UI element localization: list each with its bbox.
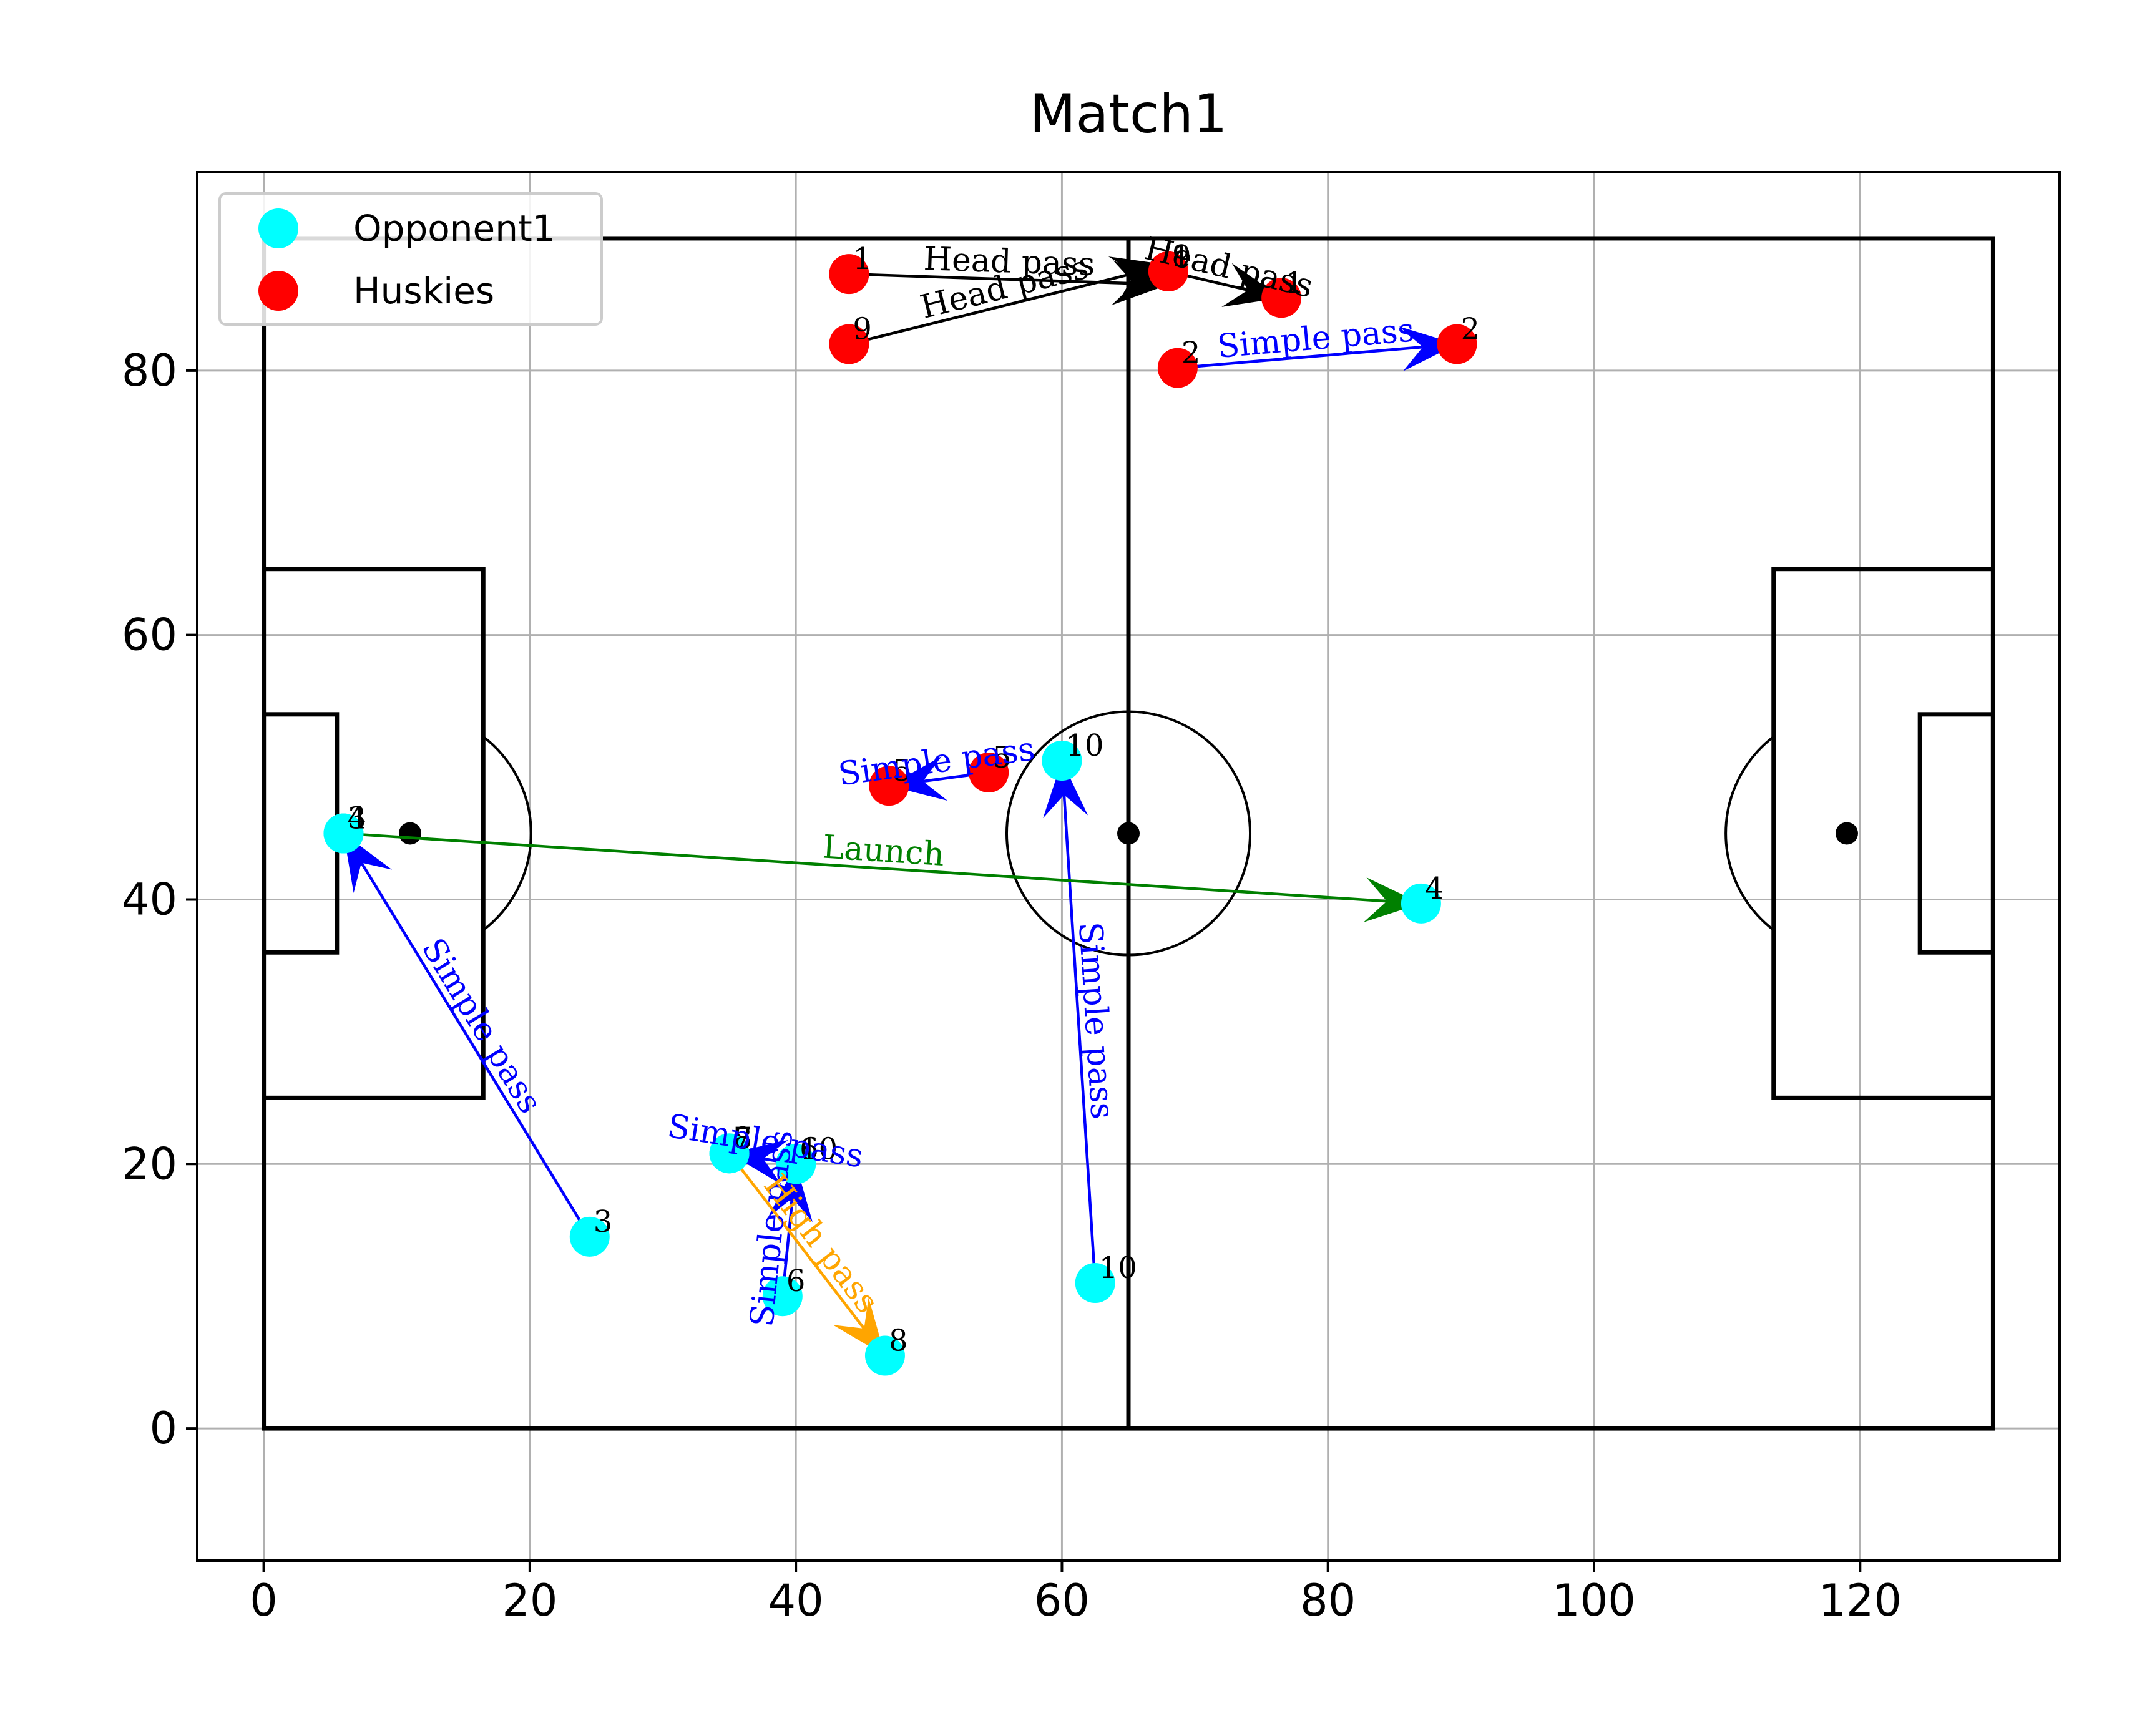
x-tick-label-4: 80 <box>1300 1575 1356 1626</box>
point-label-opponent1-2: 3 <box>594 1204 613 1239</box>
pass-arrow-5 <box>1043 760 1097 1284</box>
point-label-huskies-8: 5 <box>992 740 1012 775</box>
legend-marker-huskies <box>258 271 298 311</box>
centre-circle <box>1005 710 1252 957</box>
pass-arrow-head-3 <box>1399 326 1457 371</box>
point-label-huskies-4: 1 <box>1285 265 1304 300</box>
point-huskies-7 <box>869 766 909 806</box>
legend-marker-opponent1 <box>258 208 298 248</box>
right-penalty-arc <box>1724 735 1774 932</box>
pass-arrow-shaft-5 <box>1062 794 1097 1284</box>
point-label-opponent1-3: 7 <box>733 1121 753 1156</box>
pass-arrow-6 <box>343 832 1421 922</box>
right-penalty-spot <box>1835 822 1858 845</box>
pass-arrow-shaft-10 <box>728 1152 866 1330</box>
pass-label-6: Launch <box>821 828 946 874</box>
point-opponent1-11 <box>1075 1263 1115 1303</box>
point-label-huskies-6: 2 <box>1460 311 1480 346</box>
left-penalty-arc <box>482 735 532 932</box>
pass-arrow-head-5 <box>1043 760 1088 819</box>
point-label-opponent1-5: 6 <box>800 1131 819 1166</box>
y-tick-label-1: 20 <box>122 1138 177 1189</box>
x-tick-label-1: 20 <box>502 1575 557 1626</box>
y-tick-label-0: 0 <box>149 1403 177 1454</box>
y-tick-label-3: 60 <box>122 610 177 661</box>
pass-arrow-3 <box>1177 326 1457 371</box>
pass-arrow-head-9 <box>768 1164 813 1222</box>
chart-title: Match1 <box>1029 83 1227 145</box>
player-points <box>323 251 1477 1376</box>
pass-arrow-shaft-1 <box>848 271 1136 346</box>
pitch <box>262 236 1995 1431</box>
pass-label-0: Head pass <box>923 240 1095 283</box>
point-opponent1-4 <box>709 1133 750 1174</box>
legend-label-opponent1: Opponent1 <box>353 207 555 250</box>
point-label-opponent1-1: 3 <box>347 801 366 836</box>
point-opponent1-1 <box>323 813 364 854</box>
y-tick-label-2: 40 <box>122 874 177 925</box>
pass-arrow-shaft-0 <box>849 272 1135 285</box>
legend-label-huskies: Huskies <box>353 270 494 312</box>
point-label-opponent1-0: 4 <box>347 801 366 836</box>
centre-spot <box>1117 822 1140 845</box>
axis-ticks: 0 20 40 60 80 100 120 0 20 40 60 80 <box>122 345 1902 1626</box>
right-six-yard-box <box>1917 712 1995 955</box>
x-tick-label-2: 40 <box>768 1575 824 1626</box>
y-tick-label-4: 80 <box>122 345 177 396</box>
point-huskies-8 <box>969 753 1009 793</box>
point-opponent1-2 <box>569 1216 610 1257</box>
point-label-opponent1-11: 10 <box>1099 1251 1137 1285</box>
point-huskies-4 <box>1261 278 1302 318</box>
point-label-opponent1-8: 8 <box>889 1324 908 1358</box>
pass-arrow-head-6 <box>1363 877 1421 922</box>
point-label-opponent1-6: 10 <box>800 1131 838 1166</box>
point-opponent1-12 <box>1401 883 1441 924</box>
point-huskies-0 <box>829 254 869 295</box>
point-label-opponent1-9: 10 <box>1065 728 1103 763</box>
point-label-huskies-3: 9 <box>1172 239 1191 274</box>
legend: Opponent1 Huskies <box>218 192 603 326</box>
point-huskies-6 <box>1437 324 1477 364</box>
point-huskies-3 <box>1148 251 1188 291</box>
point-huskies-5 <box>1157 348 1198 388</box>
x-tick-label-6: 120 <box>1818 1575 1902 1626</box>
x-tick-label-3: 60 <box>1034 1575 1090 1626</box>
point-label-opponent1-4: 8 <box>733 1121 753 1156</box>
point-label-opponent1-10: 1 <box>1065 728 1085 763</box>
x-tick-label-0: 0 <box>250 1575 278 1626</box>
point-label-huskies-2: 1 <box>1172 239 1191 274</box>
point-label-huskies-0: 1 <box>853 241 872 276</box>
legend-box <box>218 192 603 326</box>
x-tick-label-5: 100 <box>1552 1575 1636 1626</box>
left-penalty-spot <box>399 822 422 845</box>
point-label-huskies-5: 2 <box>1181 336 1201 371</box>
point-opponent1-8 <box>864 1335 905 1376</box>
pass-arrow-head-4 <box>889 756 948 801</box>
point-label-huskies-7: 5 <box>893 753 912 788</box>
point-label-opponent1-12: 4 <box>1425 871 1444 906</box>
pass-arrow-shaft-6 <box>343 832 1387 903</box>
point-opponent1-7 <box>762 1276 803 1317</box>
pass-arrow-shaft-3 <box>1177 345 1423 369</box>
point-label-opponent1-7: 6 <box>786 1264 806 1299</box>
point-opponent1-10 <box>1042 740 1082 781</box>
plot-frame <box>196 171 2061 1562</box>
point-opponent1-6 <box>776 1144 816 1184</box>
point-huskies-1 <box>829 324 869 364</box>
pass-arrow-shaft-7 <box>360 862 591 1238</box>
point-label-huskies-1: 9 <box>853 311 872 346</box>
